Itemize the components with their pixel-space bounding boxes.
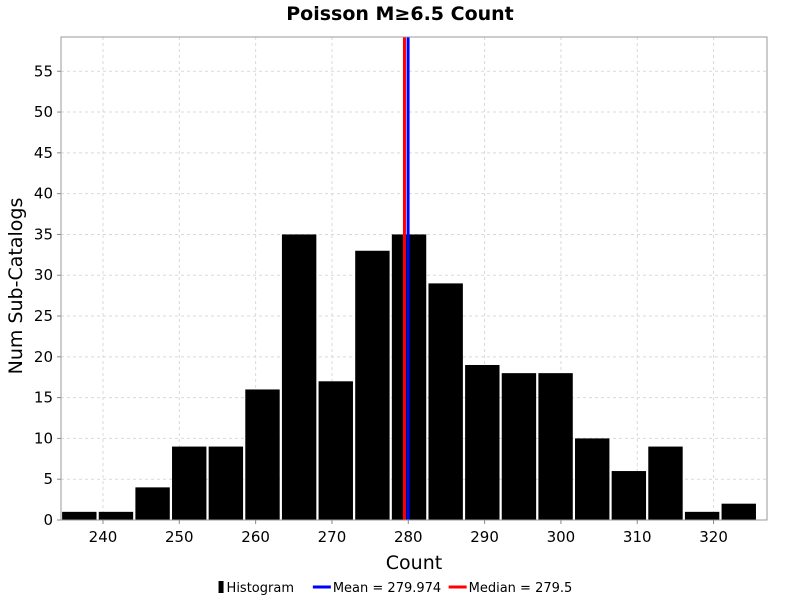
histogram-bar xyxy=(245,389,280,520)
y-tick-label: 25 xyxy=(34,307,53,325)
y-tick-label: 15 xyxy=(34,389,53,407)
histogram-bar xyxy=(208,446,244,520)
histogram-bar xyxy=(538,373,573,520)
histogram-bar xyxy=(172,446,207,520)
legend-label: Histogram xyxy=(227,581,294,596)
histogram-bar xyxy=(611,471,647,520)
histogram-bar xyxy=(721,503,756,520)
y-tick-label: 30 xyxy=(34,266,53,284)
y-axis-ticks: 0 5 10 15 20 25 30 35 40 45 50 55 xyxy=(34,62,61,529)
y-tick-label: 35 xyxy=(34,225,53,243)
legend: Histogram Mean = 279.974 Median = 279.5 xyxy=(218,581,573,596)
legend-label: Median = 279.5 xyxy=(469,581,573,596)
x-tick-label: 280 xyxy=(394,528,423,546)
histogram-bar xyxy=(318,381,353,520)
legend-swatch xyxy=(218,581,224,593)
x-tick-label: 320 xyxy=(699,528,728,546)
plot-border xyxy=(60,36,768,521)
chart-title: Poisson M≥6.5 Count xyxy=(286,3,514,25)
histogram-bar xyxy=(501,373,537,520)
x-tick-label: 240 xyxy=(89,528,118,546)
histogram-bar xyxy=(355,250,390,520)
x-tick-label: 310 xyxy=(623,528,652,546)
legend-label: Mean = 279.974 xyxy=(333,581,441,596)
histogram-bar xyxy=(281,234,317,520)
y-tick-label: 55 xyxy=(34,62,53,80)
x-tick-label: 270 xyxy=(318,528,347,546)
x-tick-label: 260 xyxy=(241,528,270,546)
histogram-bar xyxy=(648,446,683,520)
histogram-bar xyxy=(62,511,97,520)
histogram-bar xyxy=(575,438,610,520)
y-tick-label: 5 xyxy=(43,470,53,488)
histogram-bar xyxy=(135,487,170,520)
y-axis-label: Num Sub-Catalogs xyxy=(5,198,27,375)
x-tick-label: 250 xyxy=(165,528,194,546)
x-axis-label: Count xyxy=(386,552,442,574)
y-tick-label: 10 xyxy=(34,429,53,447)
histogram-bar xyxy=(684,511,720,520)
x-tick-label: 300 xyxy=(547,528,576,546)
histogram-bar xyxy=(98,511,134,520)
stat-lines xyxy=(402,37,410,520)
x-axis-ticks: 240 250 260 270 280 290 300 310 320 xyxy=(89,520,728,546)
histogram-bar xyxy=(465,364,500,520)
x-tick-label: 290 xyxy=(470,528,499,546)
y-tick-label: 45 xyxy=(34,144,53,162)
y-tick-label: 20 xyxy=(34,348,53,366)
y-tick-label: 40 xyxy=(34,185,53,203)
y-tick-label: 0 xyxy=(43,511,53,529)
histogram-bar xyxy=(428,283,463,520)
y-tick-label: 50 xyxy=(34,103,53,121)
